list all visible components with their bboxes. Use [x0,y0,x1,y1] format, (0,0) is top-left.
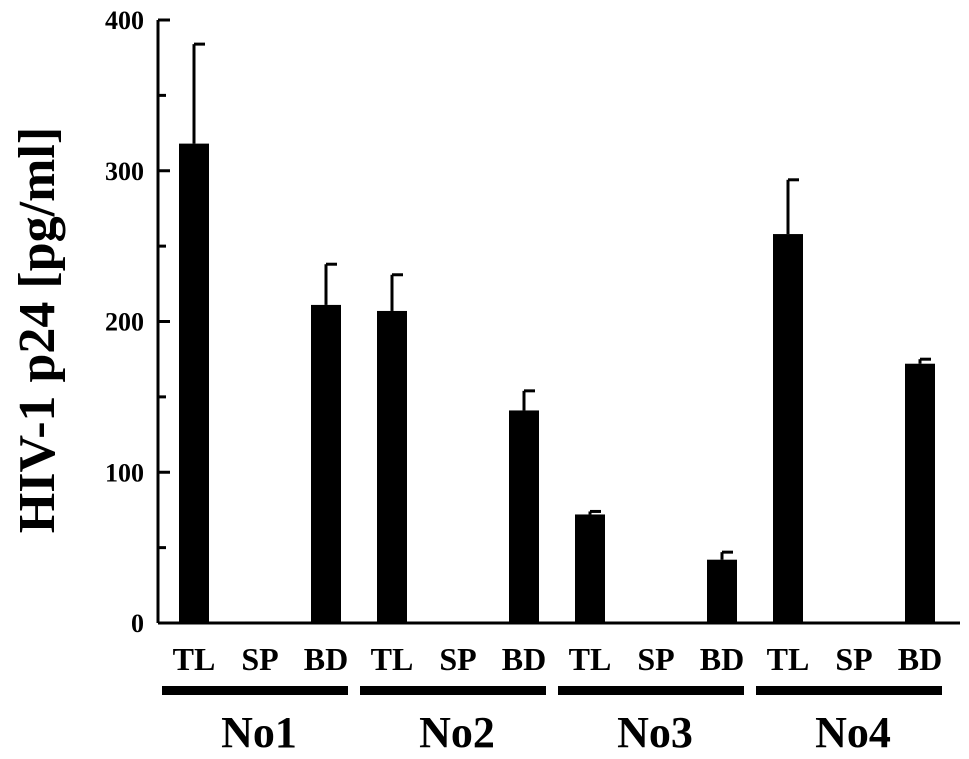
y-tick-label: 300 [105,157,144,186]
y-tick-label: 0 [131,609,144,638]
group-label: No4 [815,708,891,757]
bar [245,621,275,623]
group-underline [360,686,546,695]
category-label: SP [637,641,674,677]
y-tick-label: 100 [105,458,144,487]
category-label: TL [569,641,612,677]
group-underline [756,686,942,695]
category-label: BD [304,641,348,677]
y-tick-label: 200 [105,308,144,337]
category-label: TL [767,641,810,677]
bar [707,559,737,623]
group-label: No1 [221,708,297,757]
y-axis-title: HIV-1 p24 [pg/ml] [9,127,66,533]
category-label: TL [371,641,414,677]
axes: 0 100 200 300 400 [105,6,960,638]
bar [377,310,407,623]
bar [311,304,341,623]
group-underline [558,686,744,695]
group-underline [162,686,348,695]
group-label: No3 [617,708,693,757]
bar [773,234,803,623]
category-label: BD [898,641,942,677]
y-tick-label: 400 [105,6,144,35]
category-label: SP [835,641,872,677]
category-label: TL [173,641,216,677]
bars [179,42,935,624]
category-label: SP [241,641,278,677]
bar [575,514,605,623]
category-label: SP [439,641,476,677]
category-label: BD [502,641,546,677]
category-label: BD [700,641,744,677]
group-label: No2 [419,708,495,757]
bar [179,143,209,624]
bar [509,410,539,623]
bar [905,363,935,623]
